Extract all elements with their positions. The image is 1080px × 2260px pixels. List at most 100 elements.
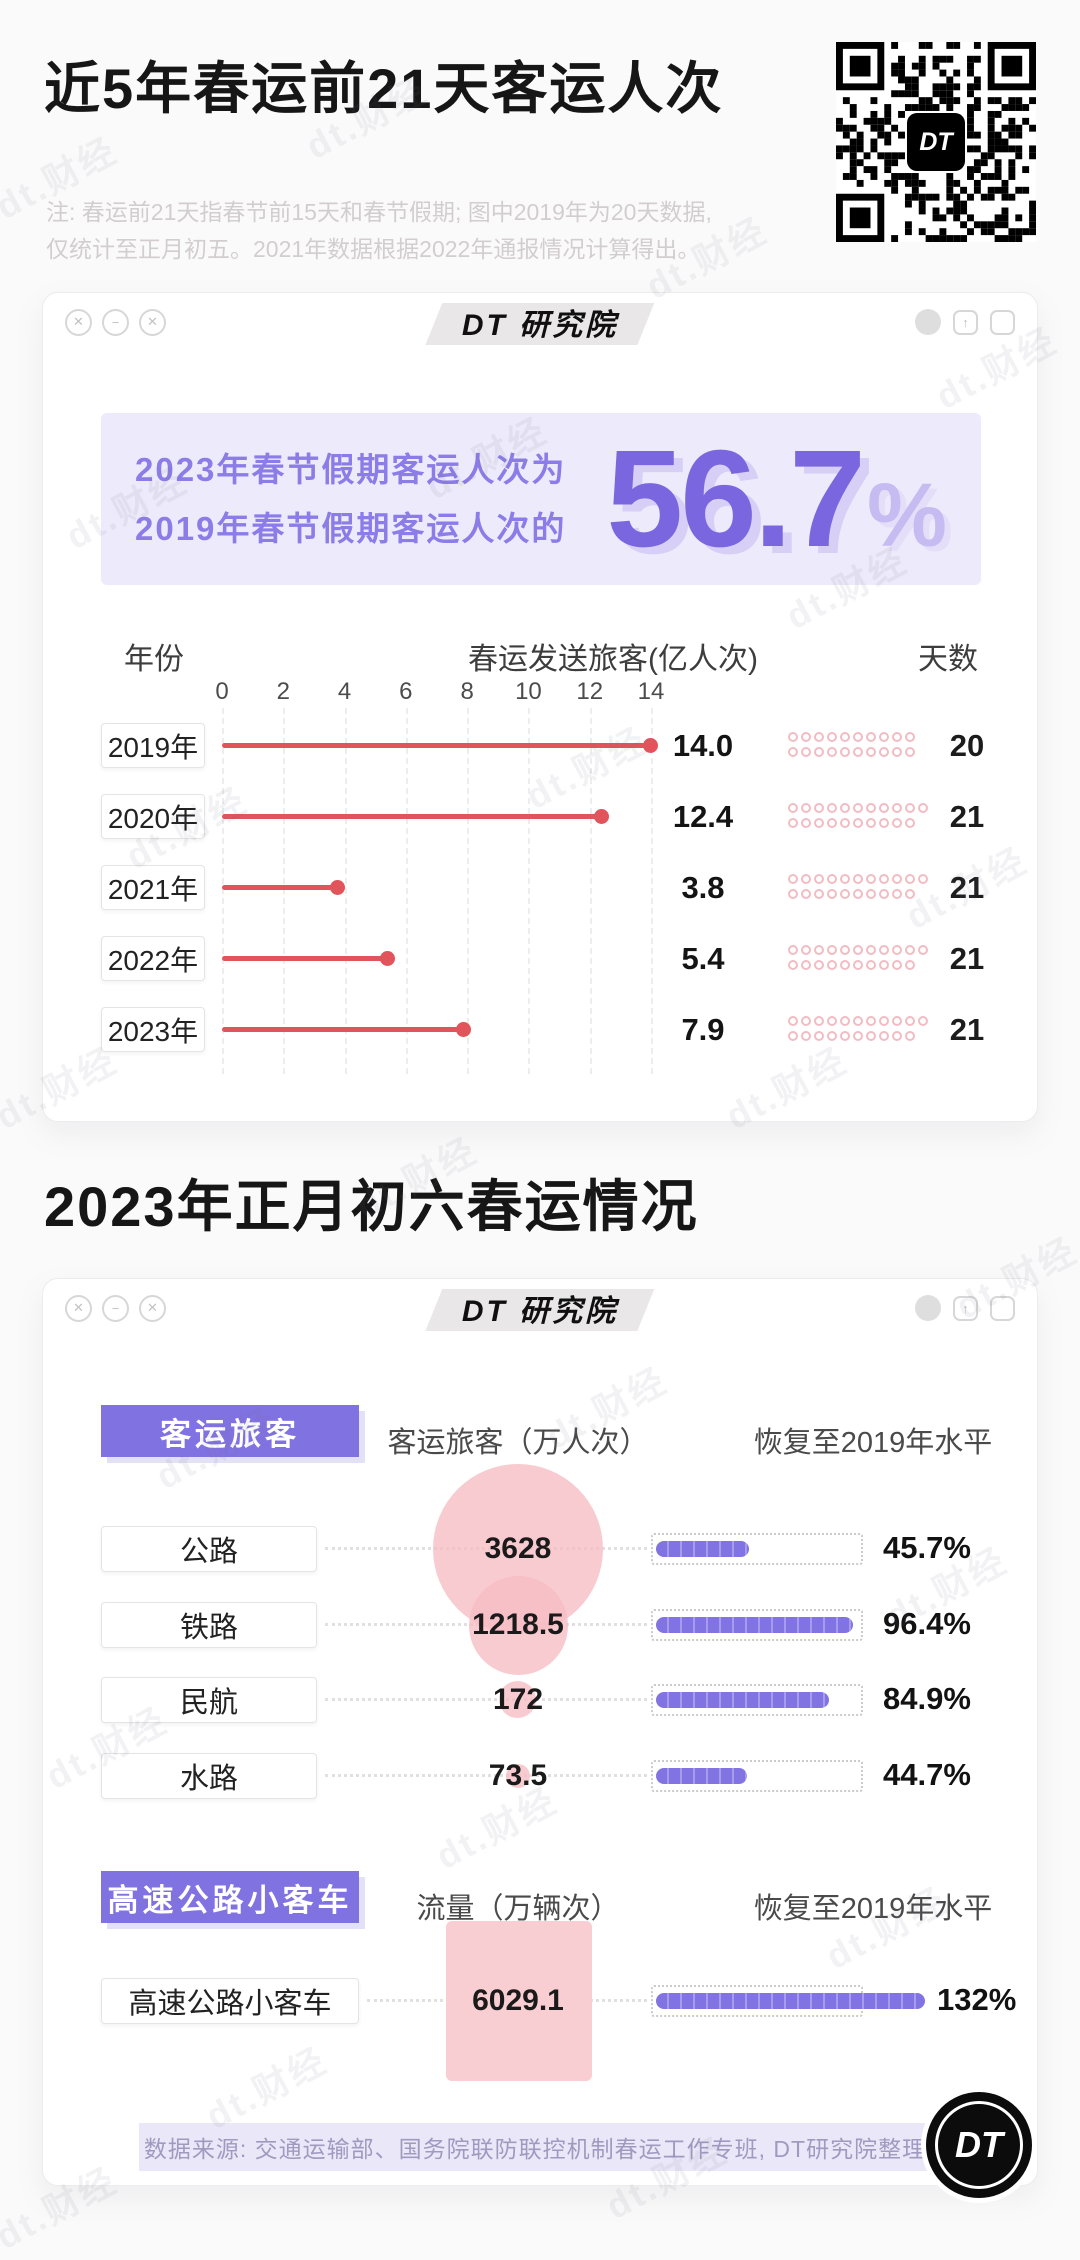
day-dot	[853, 945, 863, 955]
day-dot	[892, 818, 902, 828]
highlight-value: 56.7 %	[606, 430, 947, 568]
x-tick-label: 2	[276, 678, 290, 705]
qr-pattern	[836, 42, 1036, 242]
lollipop-dot	[594, 809, 609, 824]
x-tick-label: 14	[637, 678, 665, 705]
close-icon[interactable]: ✕	[65, 308, 92, 336]
maximize-icon[interactable]	[990, 1295, 1015, 1321]
day-dot	[788, 945, 798, 955]
days-count: 21	[949, 1012, 985, 1047]
day-dot	[827, 803, 837, 813]
recovery-percent: 132%	[937, 1982, 1017, 2017]
page-title: 近5年春运前21天客运人次	[44, 57, 724, 120]
day-dot	[892, 803, 902, 813]
x-tick-label: 4	[337, 678, 352, 705]
minimize-icon[interactable]: −	[102, 308, 129, 336]
column-header-days: 天数	[918, 643, 978, 676]
share-icon[interactable]: ↑	[953, 309, 978, 335]
day-dot	[788, 1016, 798, 1026]
x-tick-label: 0	[215, 678, 229, 705]
chart-rows: 2019年 14.0 20 2020年 12.4 21 2021年 3.8	[43, 710, 1039, 1065]
day-dot-row	[788, 889, 938, 899]
year-label: 2022年	[101, 936, 205, 981]
day-dot	[892, 1031, 902, 1041]
lollipop-bar	[222, 951, 395, 966]
close-icon[interactable]: ✕	[65, 1294, 92, 1322]
table-row: 2021年 3.8 21	[43, 852, 1039, 923]
day-dot	[853, 803, 863, 813]
account-icon[interactable]	[915, 309, 941, 335]
recovery-header: 恢复至2019年水平	[753, 1427, 993, 1459]
day-dot	[827, 960, 837, 970]
day-dot	[905, 747, 915, 757]
day-dot	[866, 803, 876, 813]
lollipop-bar	[222, 880, 346, 895]
x-tick-label: 10	[515, 678, 542, 705]
recovery-bar	[656, 1692, 829, 1708]
window-controls-left: ✕ − ✕	[65, 308, 166, 336]
day-dot	[892, 960, 902, 970]
day-dot	[905, 960, 915, 970]
minimize-icon[interactable]: −	[102, 1294, 129, 1322]
volume-header: 流量（万辆次）	[416, 1893, 620, 1925]
mode-label: 公路	[101, 1526, 317, 1572]
day-dot-row	[788, 1031, 938, 1041]
day-dot	[827, 732, 837, 742]
day-dot	[814, 960, 824, 970]
days-dots	[788, 945, 938, 970]
day-dot	[840, 889, 850, 899]
volume-header: 客运旅客（万人次）	[387, 1427, 649, 1459]
day-dot	[840, 732, 850, 742]
volume-bubble	[499, 1681, 536, 1718]
dt-logo: DT	[926, 2092, 1032, 2198]
day-dot	[801, 803, 811, 813]
lollipop-dot	[456, 1022, 472, 1037]
day-dot	[892, 874, 902, 884]
highlight-number: 56.7	[606, 422, 866, 576]
day-dot	[853, 1016, 863, 1026]
volume-value: 6029.1	[472, 1984, 564, 2017]
day-dot	[866, 1031, 876, 1041]
day-dot-row	[788, 1016, 938, 1026]
day-dot	[801, 1016, 811, 1026]
data-source: 数据来源: 交通运输部、国务院联防联控机制春运工作专班, DT研究院整理	[139, 2123, 931, 2171]
account-icon[interactable]	[915, 1295, 941, 1321]
expand-icon[interactable]: ✕	[139, 1294, 166, 1322]
day-dot	[827, 889, 837, 899]
gridline	[344, 708, 347, 1074]
day-dot	[892, 1016, 902, 1026]
highlight-caption: 2023年春节假期客运人次为 2019年春节假期客运人次的	[135, 440, 566, 559]
day-dot	[892, 945, 902, 955]
day-dot	[866, 732, 876, 742]
days-count: 21	[949, 799, 985, 834]
day-dot	[879, 960, 889, 970]
maximize-icon[interactable]	[990, 309, 1015, 335]
expand-icon[interactable]: ✕	[139, 308, 166, 336]
table-row: 2022年 5.4 21	[43, 923, 1039, 994]
recovery-track	[651, 1760, 863, 1792]
recovery-header: 恢复至2019年水平	[753, 1893, 993, 1925]
share-icon[interactable]: ↑	[953, 1295, 978, 1321]
day-dot	[918, 1016, 928, 1026]
day-dot	[840, 960, 850, 970]
day-dot	[918, 945, 928, 955]
lollipop-bar	[222, 809, 609, 824]
day-dot	[853, 747, 863, 757]
mode-label: 铁路	[101, 1602, 317, 1648]
day-dot	[892, 889, 902, 899]
highlight-line1: 2023年春节假期客运人次为	[135, 450, 567, 488]
recovery-bar	[656, 1993, 925, 2009]
day-dot-row	[788, 803, 938, 813]
lollipop-dot	[379, 951, 395, 966]
day-dot	[853, 889, 863, 899]
day-dot	[814, 747, 824, 757]
gridlines	[222, 708, 654, 1074]
year-label: 2023年	[101, 1007, 205, 1052]
lollipop-dot	[330, 880, 346, 895]
gridline	[405, 708, 408, 1074]
day-dot	[918, 803, 928, 813]
table-row: 2019年 14.0 20	[43, 710, 1039, 781]
day-dot	[814, 1031, 824, 1041]
days-dots	[788, 803, 938, 828]
